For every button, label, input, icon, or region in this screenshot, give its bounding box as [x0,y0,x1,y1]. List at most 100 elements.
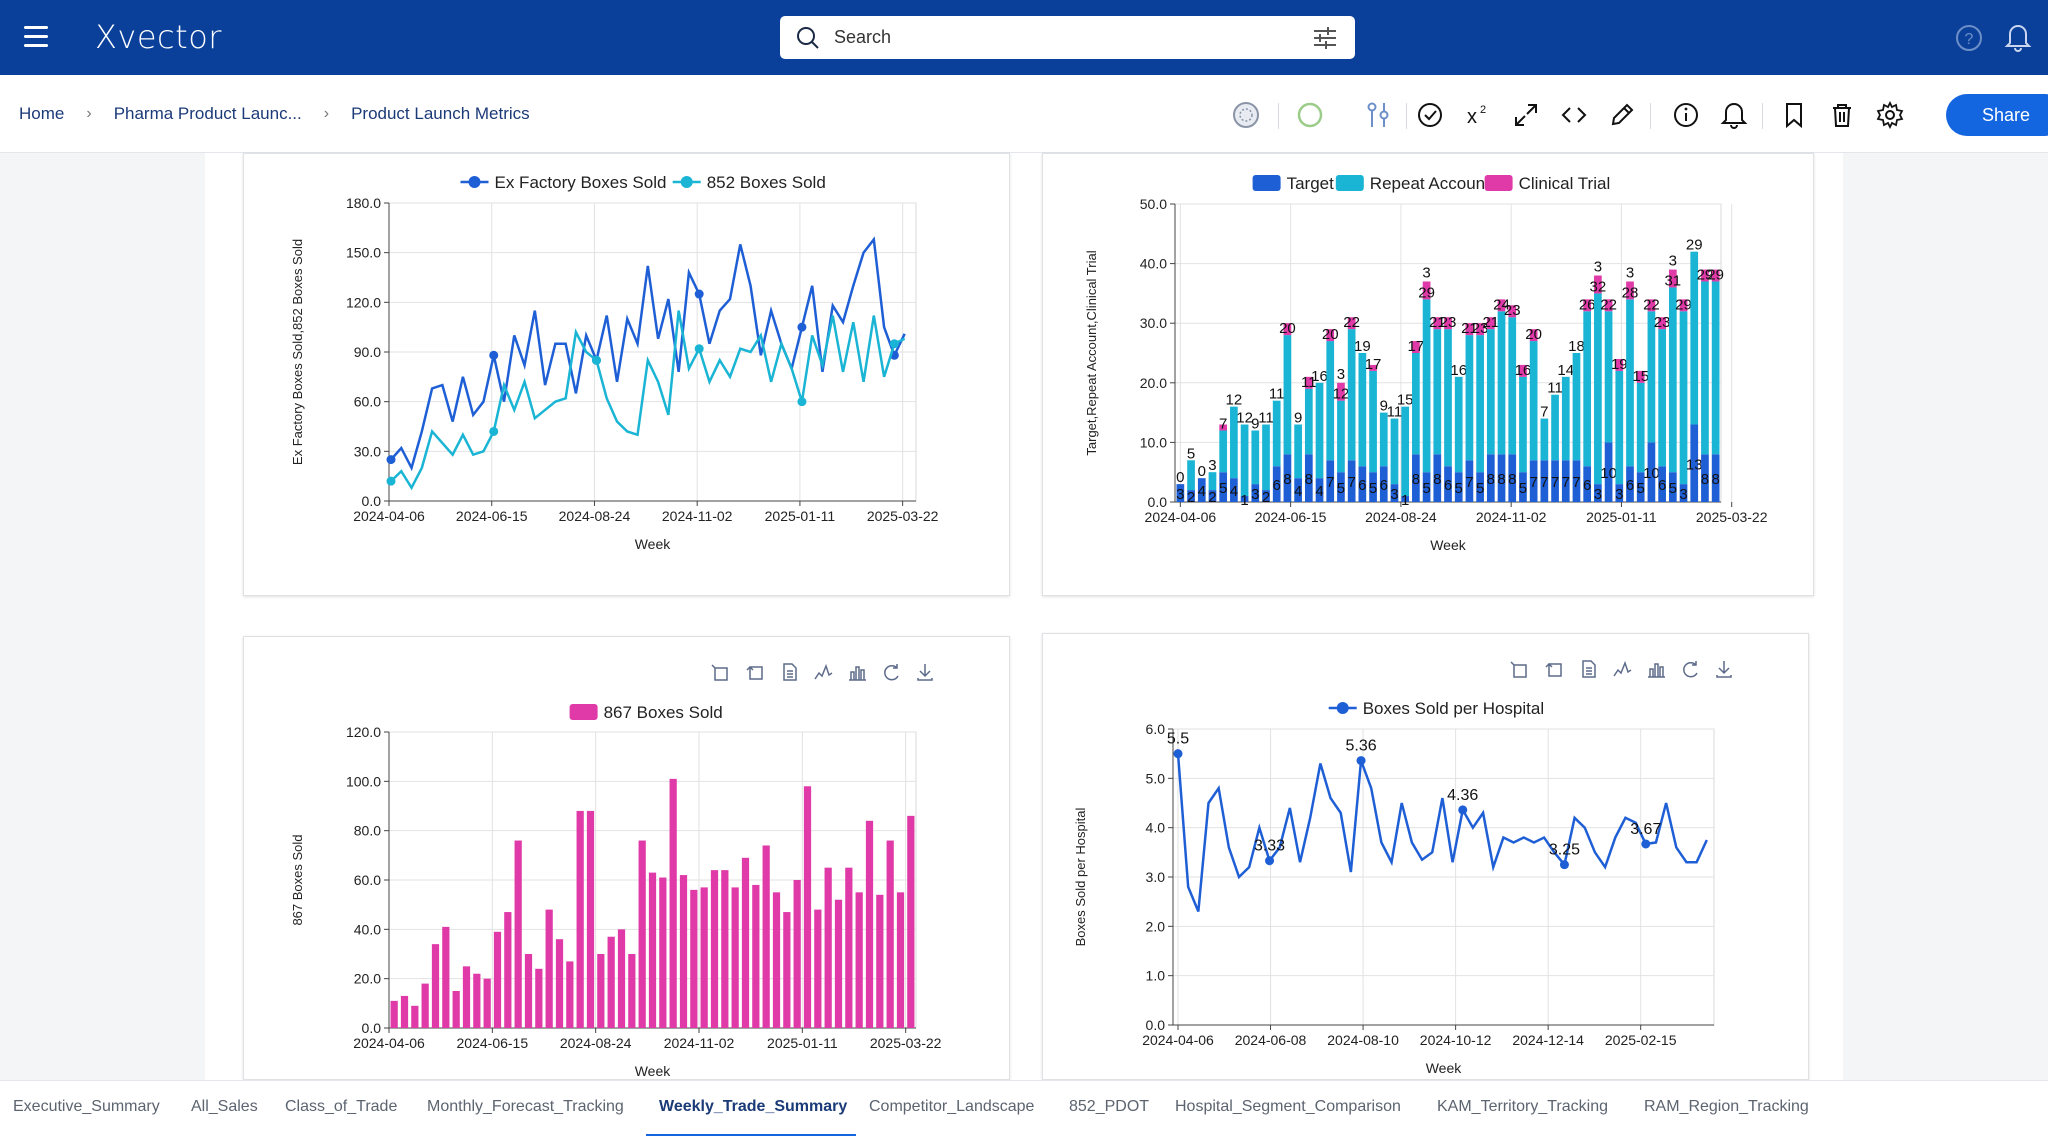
data-view-icon[interactable] [783,663,797,681]
bar-clinical-trial [1433,317,1442,330]
bar-target [1690,424,1699,502]
share-button[interactable]: Share [1946,94,2048,136]
download-icon[interactable] [917,664,933,681]
bookmark-icon[interactable] [1778,99,1810,131]
line-chart-icon[interactable] [814,663,833,680]
data-point [489,350,499,360]
line-chart-icon[interactable] [1613,660,1632,677]
y-axis-title: Target,Repeat Account,Clinical Trial [1084,250,1099,455]
tab-hospital-segment-comparison[interactable]: Hospital_Segment_Comparison [1175,1098,1401,1115]
settings-gear-icon[interactable] [1874,99,1906,131]
data-label-target: 8 [1487,471,1495,488]
data-view-icon-glyph [1582,660,1596,678]
download-icon[interactable] [1716,661,1732,678]
bar-repeat-account [1412,353,1420,455]
bar-target [1240,496,1249,502]
notifications-bell-icon[interactable] [2004,22,2032,57]
bar-867-boxes [803,786,812,1028]
breadcrumb-current[interactable]: Product Launch Metrics [351,104,530,123]
expand-icon[interactable] [1510,99,1542,131]
bar-target [1294,478,1302,502]
undo-icon[interactable] [1545,662,1562,677]
breadcrumb-project[interactable]: Pharma Product Launc... [113,104,302,123]
data-label: 3.67 [1630,821,1661,838]
bar-repeat-account [1636,382,1645,473]
bar-chart-icon[interactable] [1648,663,1665,678]
tab-monthly-forecast-tracking[interactable]: Monthly_Forecast_Tracking [427,1098,624,1115]
x-tick-label: 2024-08-24 [559,508,631,524]
search-bar[interactable]: Search [780,16,1355,59]
data-label-repeat: 7 [1219,415,1227,432]
app-logo[interactable]: Xvector [95,18,222,56]
alert-bell-icon[interactable] [1718,99,1750,131]
bar-867-boxes [679,875,688,1028]
data-label-target: 3 [1679,486,1687,503]
pencil-edit-icon[interactable] [1606,99,1638,131]
y-tick-label: 180.0 [346,195,381,211]
bar-repeat-account [1615,370,1624,485]
line-chart-icon-glyph [1613,660,1632,677]
filter-nodes-icon[interactable] [1362,99,1394,131]
refresh-icon[interactable] [884,664,899,681]
refresh-icon[interactable] [1683,661,1698,678]
tab-executive-summary[interactable]: Executive_Summary [13,1098,160,1115]
bar-target [1176,484,1185,502]
tab-weekly-trade-summary[interactable]: Weekly_Trade_Summary [659,1098,848,1115]
bar-target [1272,466,1281,502]
help-icon[interactable]: ? [1955,24,1983,57]
code-icon[interactable] [1558,99,1590,131]
info-icon[interactable] [1670,99,1702,131]
hamburger-menu-icon[interactable] [24,26,48,48]
restore-icon[interactable] [1510,661,1527,678]
y-tick-label: 80.0 [354,823,381,839]
bar-clinical-trial [1476,323,1484,336]
y-tick-label: 0.0 [362,1020,382,1036]
data-label-repeat: 21 [1429,314,1446,331]
tab-ram-region-tracking[interactable]: RAM_Region_Tracking [1644,1098,1809,1115]
breadcrumb-home[interactable]: Home [19,104,65,123]
data-label-target: 7 [1465,474,1473,491]
tab-852-pdot[interactable]: 852_PDOT [1069,1098,1150,1115]
tab-competitor-landscape[interactable]: Competitor_Landscape [869,1098,1035,1115]
tab-all-sales[interactable]: All_Sales [191,1098,258,1115]
bar-867-boxes [514,840,522,1028]
search-icon [796,26,820,55]
bar-chart-icon-glyph [1648,663,1665,678]
bar-repeat-account [1711,281,1720,455]
bar-target [1658,466,1666,502]
status-circle-icon[interactable] [1294,99,1326,131]
filter-sliders-icon[interactable] [1313,27,1337,54]
x-tick-label: 2024-08-10 [1327,1032,1399,1048]
x-tick-label: 2025-03-22 [870,1035,942,1051]
restore-icon[interactable] [711,664,728,681]
data-label-repeat: 23 [1472,320,1489,337]
bar-867-boxes [504,912,512,1028]
bar-867-boxes [855,892,863,1028]
data-label-repeat: 29 [1707,266,1724,283]
data-label-target: 4 [1294,483,1302,500]
data-view-icon[interactable] [1582,660,1596,678]
data-label-target: 6 [1658,477,1666,494]
bar-867-boxes [876,894,884,1028]
x-tick-label: 2024-11-02 [1476,509,1547,525]
bar-repeat-account [1444,329,1452,467]
data-point [694,344,704,354]
check-circle-icon[interactable] [1414,99,1446,131]
tab-class-of-trade[interactable]: Class_of_Trade [285,1098,398,1115]
bar-repeat-account [1433,329,1442,455]
bar-chart-icon-glyph [849,666,866,681]
tab-kam-territory-tracking[interactable]: KAM_Territory_Tracking [1437,1098,1609,1115]
bar-867-boxes [390,1000,398,1028]
bar-chart-icon[interactable] [849,666,866,681]
bar-clinical-trial [1519,364,1527,377]
bar-repeat-account [1283,335,1292,455]
data-point [489,426,499,436]
trash-icon[interactable] [1826,99,1858,131]
bar-867-boxes [865,820,874,1028]
y-axis-title: Ex Factory Boxes Sold,852 Boxes Sold [290,239,305,465]
theme-palette-icon[interactable] [1230,99,1262,131]
bar-clinical-trial [1304,376,1313,389]
undo-icon[interactable] [746,665,763,680]
bar-867-boxes [741,857,750,1028]
